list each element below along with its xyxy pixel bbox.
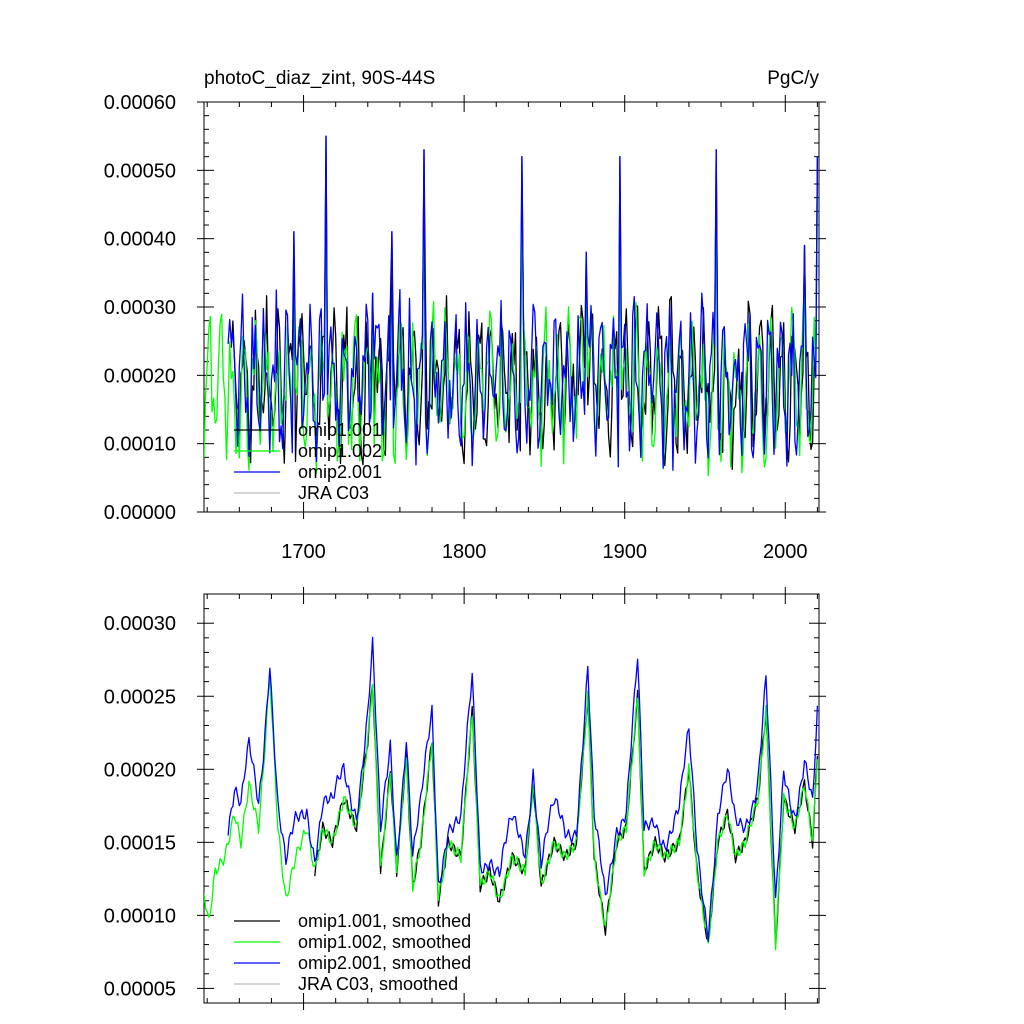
series-group [204, 636, 819, 951]
y-tick-label: 0.00050 [104, 160, 176, 182]
legend-label: omip1.001, smoothed [298, 911, 471, 931]
y-tick-label: 0.00005 [104, 978, 176, 1000]
series-line-omip1-002-smoothed [204, 676, 819, 951]
y-tick-label: 0.00025 [104, 686, 176, 708]
x-tick-label: 1700 [281, 541, 326, 563]
legend-label: omip2.001 [298, 462, 382, 482]
legend-label: JRA C03 [298, 483, 369, 503]
series-line-omip2-001-smoothed [227, 636, 819, 943]
y-tick-label: 0.00030 [104, 613, 176, 635]
series-line-omip1-001-smoothed [314, 684, 819, 946]
y-tick-label: 0.00010 [104, 434, 176, 456]
y-tick-label: 0.00020 [104, 759, 176, 781]
x-tick-label: 1900 [602, 541, 647, 563]
legend-label: omip1.002 [298, 441, 382, 461]
series-group [204, 135, 819, 477]
legend-label: omip2.001, smoothed [298, 953, 471, 973]
y-tick-label: 0.00015 [104, 832, 176, 854]
y-tick-label: 0.00060 [104, 92, 176, 114]
x-tick-label: 1800 [442, 541, 487, 563]
y-tick-label: 0.00020 [104, 365, 176, 387]
legend-label: omip1.001 [298, 420, 382, 440]
plot-frame [203, 593, 820, 1004]
figure-units: PgC/y [767, 68, 819, 89]
x-tick-label: 2000 [763, 541, 808, 563]
legend-label: omip1.002, smoothed [298, 932, 471, 952]
series-line-omip2-001 [227, 135, 819, 471]
y-tick-label: 0.00040 [104, 229, 176, 251]
top-panel: 1700 1800 1900 2000 0.00000 0.00010 0.00020 0.0… [104, 92, 826, 563]
y-tick-label: 0.00030 [104, 297, 176, 319]
y-tick-label: 0.00010 [104, 905, 176, 927]
figure-title: photoC_diaz_zint, 90S-44S [204, 68, 435, 89]
y-tick-label: 0.00000 [104, 502, 176, 524]
legend-label: JRA C03, smoothed [298, 974, 458, 994]
bottom-panel: 0.00005 0.00010 0.00015 0.00020 0.00025 0.000… [104, 587, 826, 1010]
